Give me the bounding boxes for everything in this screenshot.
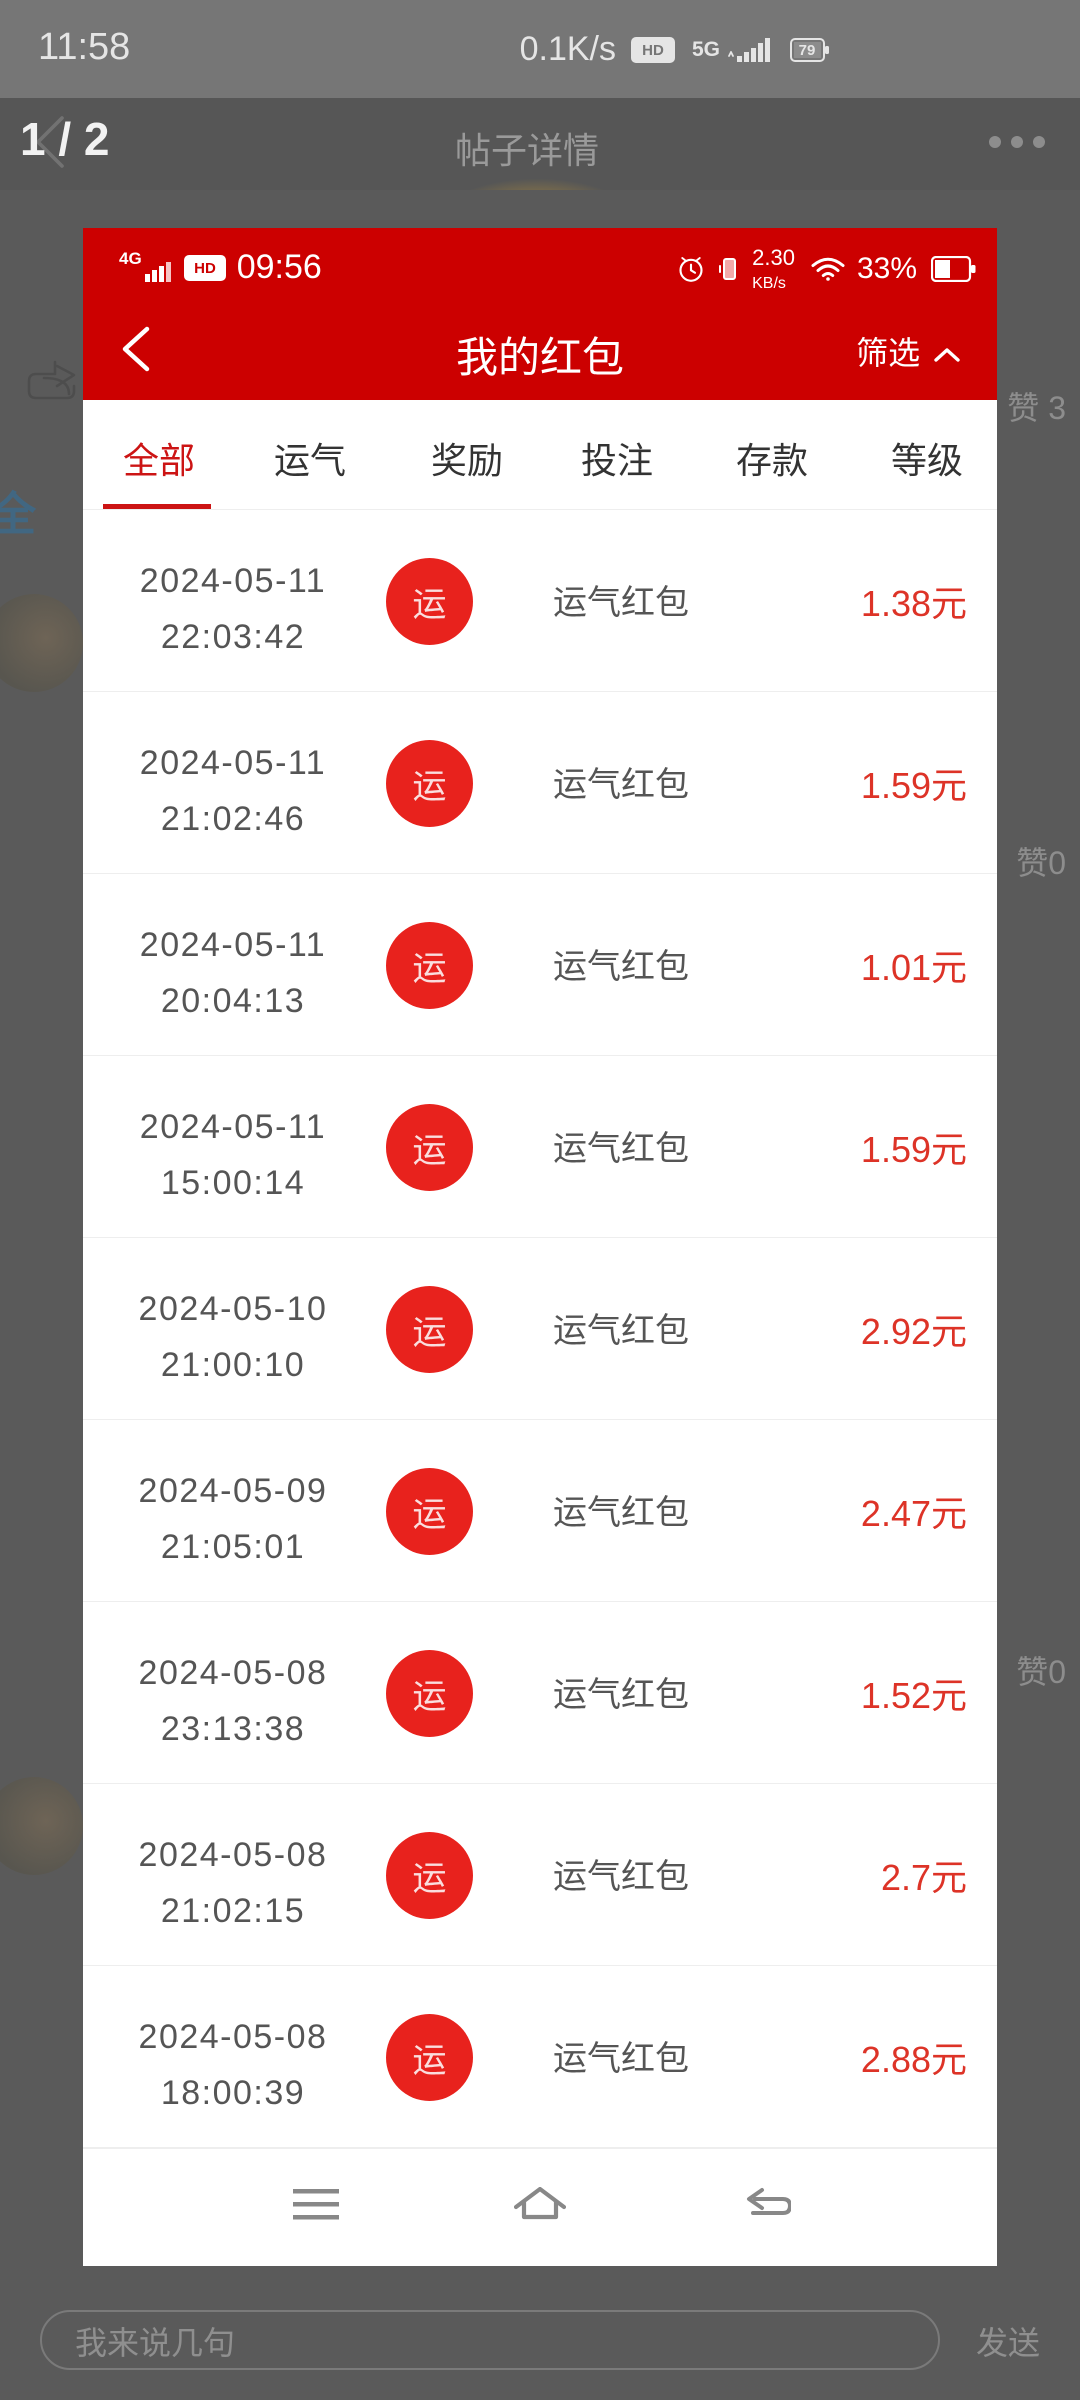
svg-text:HD: HD (642, 42, 664, 59)
svg-text:HD: HD (194, 260, 216, 277)
svg-text:79: 79 (799, 42, 816, 59)
